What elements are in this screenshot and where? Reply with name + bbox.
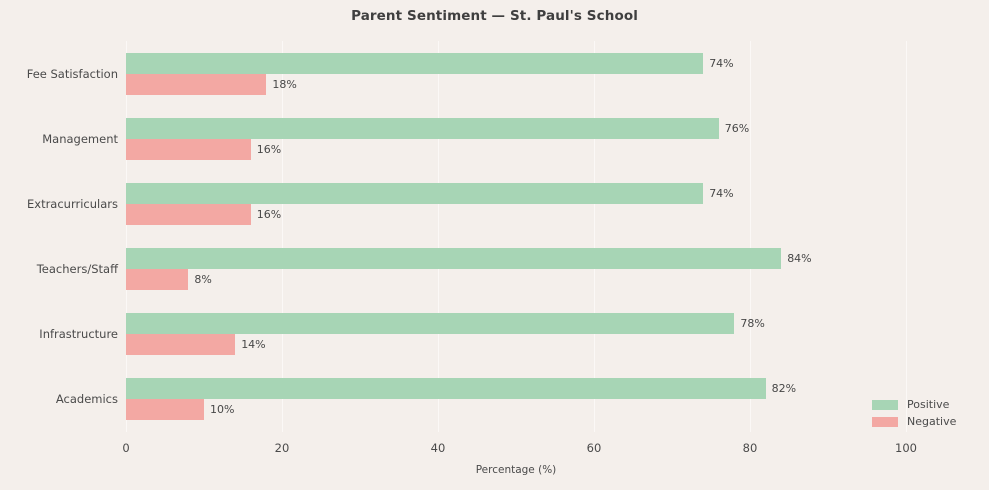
plot-area: 74% 18% 76% 16% 74% 16% 84% 8% 78% 14% 82% 10% (126, 41, 908, 432)
category-label: Infrastructure (39, 327, 118, 342)
gridline (750, 41, 752, 432)
bar-group: 74% 18% (126, 52, 906, 95)
x-axis-title: Percentage (%) (475, 464, 557, 476)
bar-value-label: 10% (210, 403, 235, 417)
legend-swatch-icon (872, 399, 898, 410)
bar-neg[interactable] (126, 399, 204, 421)
category-label: Fee Satisfaction (26, 66, 118, 81)
x-axis-tick-label: 40 (430, 441, 446, 455)
category-label: Management (42, 131, 118, 146)
bar-group: 78% 14% (126, 313, 906, 356)
bar-value-label: 16% (256, 207, 282, 221)
bar-pos[interactable] (126, 248, 782, 270)
x-axis-tick-label: 100 (895, 441, 917, 455)
bar-neg[interactable] (126, 334, 236, 356)
bar-pos[interactable] (126, 313, 735, 335)
bar-value-label: 74% (709, 186, 734, 200)
legend-item[interactable]: Positive (872, 396, 984, 413)
bar-value-label: 84% (787, 252, 812, 266)
x-axis-tick-label: 80 (742, 441, 758, 455)
category-axis: Fee Satisfaction Management Extracurricula… (0, 41, 118, 432)
gridline (438, 41, 440, 432)
category-label: Teachers/Staff (36, 262, 118, 277)
chart-title: Parent Sentiment — St. Paul's School (351, 8, 638, 24)
bar-pos[interactable] (126, 182, 704, 204)
bar-group: 76% 16% (126, 117, 906, 160)
bar-value-label: 82% (771, 382, 797, 396)
bar-value-label: 18% (272, 77, 297, 91)
category-label: Extracurriculars (27, 196, 118, 211)
x-axis-tick-label: 0 (122, 441, 130, 455)
bar-group: 74% 16% (126, 182, 906, 225)
legend-label: Negative (907, 415, 957, 428)
legend-item[interactable]: Negative (872, 413, 984, 430)
gridline (906, 41, 908, 432)
bar-group: 82% 10% (126, 378, 906, 421)
bar-value-label: 76% (724, 121, 750, 135)
gridline (594, 41, 596, 432)
bar-group: 84% 8% (126, 248, 906, 291)
bar-value-label: 8% (194, 273, 212, 287)
gridline (282, 41, 284, 432)
category-label: Academics (55, 392, 118, 407)
bar-neg[interactable] (126, 269, 189, 291)
bar-pos[interactable] (126, 52, 704, 74)
legend-swatch-icon (872, 416, 898, 427)
bar-value-label: 14% (241, 338, 266, 352)
bar-neg[interactable] (126, 203, 251, 225)
bar-neg[interactable] (126, 73, 267, 95)
bar-value-label: 78% (740, 317, 765, 331)
bar-pos[interactable] (126, 117, 719, 139)
bar-neg[interactable] (126, 138, 251, 160)
bar-value-label: 16% (256, 142, 282, 156)
x-axis-tick-label: 20 (274, 441, 290, 455)
bar-pos[interactable] (126, 378, 766, 400)
gridline (126, 41, 128, 432)
bar-value-label: 74% (709, 56, 734, 70)
chart-legend: Positive Negative (872, 396, 984, 430)
legend-label: Positive (907, 398, 950, 411)
x-axis-tick-label: 60 (586, 441, 602, 455)
